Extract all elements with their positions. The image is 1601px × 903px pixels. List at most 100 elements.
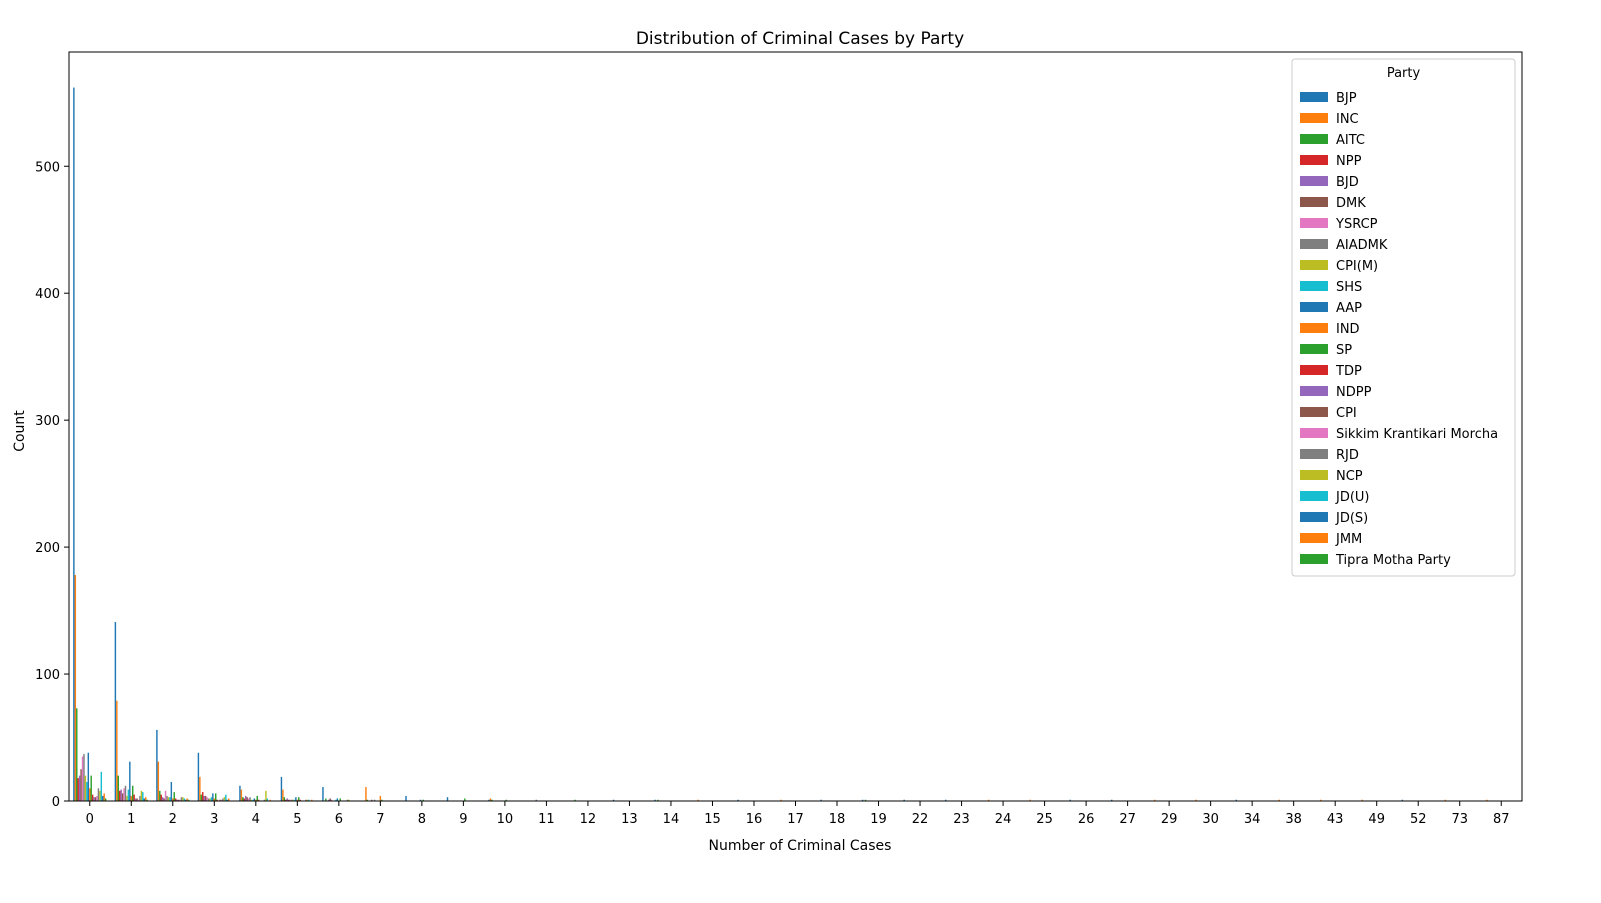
legend-label: YSRCP xyxy=(1335,217,1378,232)
bar xyxy=(263,799,266,801)
bar xyxy=(136,798,138,801)
bar xyxy=(200,794,203,801)
bar xyxy=(156,729,158,801)
legend-swatch xyxy=(1300,470,1328,480)
legend-swatch xyxy=(1300,155,1328,165)
bar xyxy=(220,799,223,801)
bar xyxy=(104,798,107,801)
bar xyxy=(94,797,97,801)
bar xyxy=(183,798,186,801)
bar xyxy=(1486,799,1488,801)
bar xyxy=(179,799,181,801)
bar xyxy=(379,795,382,801)
legend-swatch xyxy=(1300,218,1328,228)
bar xyxy=(223,797,226,801)
legend-label: AITC xyxy=(1336,133,1365,148)
legend-label: INC xyxy=(1336,112,1359,127)
bar xyxy=(89,788,91,801)
x-tick-label: 38 xyxy=(1285,812,1302,827)
x-tick-label: 26 xyxy=(1078,812,1095,827)
bar xyxy=(139,795,141,801)
bar xyxy=(285,799,287,801)
bar xyxy=(864,799,867,801)
bar xyxy=(186,798,188,801)
legend-swatch xyxy=(1300,449,1328,459)
x-tick-label: 34 xyxy=(1244,812,1261,827)
legend-swatch xyxy=(1300,407,1328,417)
bar xyxy=(81,756,84,801)
bar xyxy=(144,797,147,801)
x-axis-label: Number of Criminal Cases xyxy=(709,838,892,854)
bar xyxy=(157,761,160,801)
x-tick-label: 5 xyxy=(293,812,301,827)
bar xyxy=(177,799,180,801)
bar xyxy=(74,575,77,801)
legend-swatch xyxy=(1300,302,1328,312)
bar xyxy=(86,781,88,801)
bar xyxy=(370,799,373,801)
bar xyxy=(91,794,94,801)
x-tick-label: 22 xyxy=(912,812,929,827)
bar xyxy=(488,799,490,801)
bar xyxy=(213,798,216,801)
bar xyxy=(489,798,492,801)
bar xyxy=(283,797,286,801)
bar xyxy=(308,799,310,801)
bar xyxy=(169,797,171,801)
legend-label: BJD xyxy=(1336,175,1359,190)
bar xyxy=(1361,799,1363,801)
bar xyxy=(143,798,145,801)
bar xyxy=(296,799,299,801)
bar xyxy=(93,797,95,801)
x-tick-label: 25 xyxy=(1036,812,1053,827)
legend-label: CPI(M) xyxy=(1336,259,1378,274)
bar xyxy=(446,797,449,801)
bar xyxy=(167,797,170,801)
x-tick-label: 10 xyxy=(497,812,514,827)
x-tick-label: 8 xyxy=(418,812,426,827)
bar xyxy=(119,790,121,801)
bar xyxy=(96,795,98,801)
bar xyxy=(244,795,247,801)
bar xyxy=(129,761,131,801)
bar xyxy=(212,793,214,801)
bar xyxy=(299,799,301,801)
bar xyxy=(126,795,128,801)
bar xyxy=(78,775,81,801)
bar xyxy=(290,799,293,801)
legend-title: Party xyxy=(1387,66,1421,81)
bar xyxy=(1235,799,1237,801)
x-tick-label: 52 xyxy=(1410,812,1427,827)
bar xyxy=(97,788,100,801)
bar xyxy=(166,795,168,801)
legend-box xyxy=(1291,58,1516,577)
bar xyxy=(287,799,290,801)
bar xyxy=(142,792,144,801)
legend-label: IND xyxy=(1336,322,1360,337)
x-tick-label: 17 xyxy=(787,812,804,827)
legend-swatch xyxy=(1300,239,1328,249)
bar xyxy=(298,797,300,801)
bar xyxy=(330,799,333,801)
bar xyxy=(182,797,184,801)
bar xyxy=(219,799,221,801)
legend-swatch xyxy=(1300,323,1328,333)
bar xyxy=(348,799,350,801)
bar xyxy=(123,788,125,801)
bar xyxy=(365,787,367,801)
bar xyxy=(464,798,466,801)
bar xyxy=(295,797,297,801)
bar xyxy=(1195,799,1197,801)
bar xyxy=(172,798,174,801)
bar xyxy=(1401,799,1404,801)
x-tick-label: 14 xyxy=(663,812,680,827)
bar xyxy=(164,790,167,801)
bar xyxy=(256,795,258,801)
bar xyxy=(1111,799,1113,801)
x-tick-label: 3 xyxy=(210,812,218,827)
bar xyxy=(366,799,369,801)
bar xyxy=(199,776,201,801)
bar xyxy=(325,798,327,801)
legend-swatch xyxy=(1300,491,1328,501)
bar xyxy=(292,799,294,801)
